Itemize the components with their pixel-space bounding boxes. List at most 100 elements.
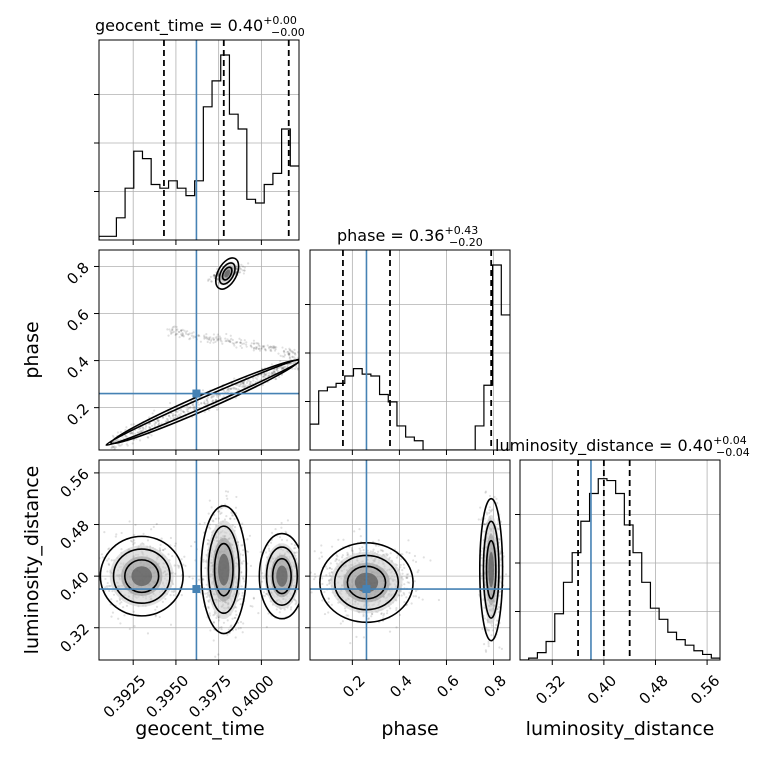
sample-point-1107 (485, 511, 488, 514)
sample-point-421 (271, 371, 274, 375)
sample-point-305 (104, 586, 107, 589)
sample-point-161 (152, 525, 155, 528)
sample-point-696 (209, 275, 212, 278)
panel-phase-vs-luminosity-distance: 0.2 0.4 0.6 0.8 (305, 459, 511, 701)
sample-point-729 (247, 262, 250, 265)
sample-point-798 (291, 355, 294, 358)
sample-point-892 (241, 562, 244, 565)
sample-point-248 (421, 598, 424, 601)
sample-point-324 (288, 356, 291, 359)
sample-point-2 (171, 414, 174, 417)
sample-point-1383 (299, 576, 301, 578)
sample-point-789 (189, 337, 192, 340)
hist-phase-content (310, 250, 510, 450)
sample-point-381 (237, 388, 240, 391)
sample-point-395 (157, 419, 160, 422)
sample-point-187 (288, 357, 291, 360)
sample-point-388 (203, 410, 206, 414)
sample-point-428 (240, 383, 243, 386)
sample-point-110 (385, 612, 389, 615)
sample-point-781 (245, 345, 248, 348)
sample-point-777 (261, 344, 264, 348)
sample-point-680 (225, 514, 228, 518)
sample-point-880 (288, 347, 291, 350)
sample-point-1444 (289, 608, 293, 611)
sample-point-250 (410, 602, 413, 605)
sample-point-117 (228, 389, 231, 393)
sample-point-450 (174, 410, 177, 413)
sample-point-324 (161, 600, 164, 603)
sample-point-828 (272, 346, 275, 349)
sample-point-493 (110, 598, 113, 601)
sample-point-1435 (301, 575, 303, 577)
sample-point-1331 (265, 592, 268, 596)
sample-point-463 (232, 386, 235, 389)
sample-point-1227 (496, 502, 499, 505)
sample-point-303 (133, 539, 136, 542)
sample-point-452 (293, 367, 297, 370)
sample-point-833 (499, 564, 502, 567)
sample-point-34 (174, 542, 177, 545)
sample-point-298 (112, 593, 116, 596)
sample-point-265 (167, 414, 171, 417)
sample-point-111 (133, 432, 137, 435)
sample-point-222 (158, 547, 161, 550)
sample-point-779 (197, 578, 201, 581)
sample-point-801 (277, 352, 280, 355)
sample-point-348 (179, 412, 183, 415)
sample-point-47 (239, 383, 242, 386)
sample-point-754 (264, 348, 267, 351)
sample-point-847 (187, 333, 190, 336)
sample-point-1349 (283, 608, 286, 611)
sample-point-214 (161, 416, 165, 419)
sample-point-1024 (208, 499, 211, 502)
sample-point-766 (239, 341, 242, 344)
sample-point-1018 (246, 538, 249, 541)
sample-point-688 (243, 266, 246, 269)
sample-point-29 (183, 555, 186, 558)
sample-point-841 (257, 347, 260, 351)
sample-point-339 (247, 379, 250, 382)
sample-point-833 (217, 337, 220, 340)
sample-point-37 (154, 422, 157, 425)
sample-point-739 (213, 613, 216, 616)
sample-point-388 (321, 577, 324, 580)
sample-point-209 (136, 431, 139, 434)
sample-point-278 (137, 428, 141, 431)
title-luminosity-distance: luminosity_distance = 0.40+0.04 −0.04 (495, 434, 750, 459)
sample-point-675 (382, 614, 385, 617)
hist-phase-steps (310, 264, 510, 450)
sample-point-328 (125, 443, 128, 446)
sample-point-582 (241, 631, 244, 634)
sample-point-185 (210, 396, 213, 399)
sample-point-868 (207, 599, 210, 602)
sample-point-33 (280, 367, 283, 370)
sample-point-163 (172, 590, 175, 594)
sample-point-1223 (491, 508, 494, 511)
sample-point-143 (417, 569, 420, 572)
sample-point-803 (204, 592, 207, 595)
sample-point-871 (494, 627, 498, 630)
sample-point-180 (227, 387, 230, 391)
panel-geocent-time-vs-luminosity-distance-density-core-0 (131, 566, 153, 587)
sample-point-917 (488, 511, 491, 515)
sample-point-761 (224, 337, 227, 340)
sample-point-404 (252, 377, 255, 380)
sample-point-158 (146, 435, 149, 439)
sample-point-960 (497, 522, 500, 525)
sample-point-929 (232, 342, 236, 345)
sample-point-306 (105, 585, 109, 588)
sample-point-849 (181, 328, 184, 331)
sample-point-1204 (488, 506, 491, 509)
sample-point-281 (174, 414, 177, 417)
sample-point-262 (144, 425, 148, 428)
sample-point-69 (222, 389, 226, 392)
sample-point-509 (239, 603, 242, 606)
sample-point-850 (202, 578, 205, 581)
ytick-label-2-0: 0.32 (56, 620, 92, 656)
panel-geocent-time-vs-phase-contour-1-2 (221, 266, 233, 281)
sample-point-238 (244, 384, 247, 387)
panel-phase-vs-luminosity-distance-contour-1-0 (478, 497, 504, 642)
hist-geocent-time-steps (99, 54, 299, 240)
sample-point-792 (255, 345, 258, 349)
